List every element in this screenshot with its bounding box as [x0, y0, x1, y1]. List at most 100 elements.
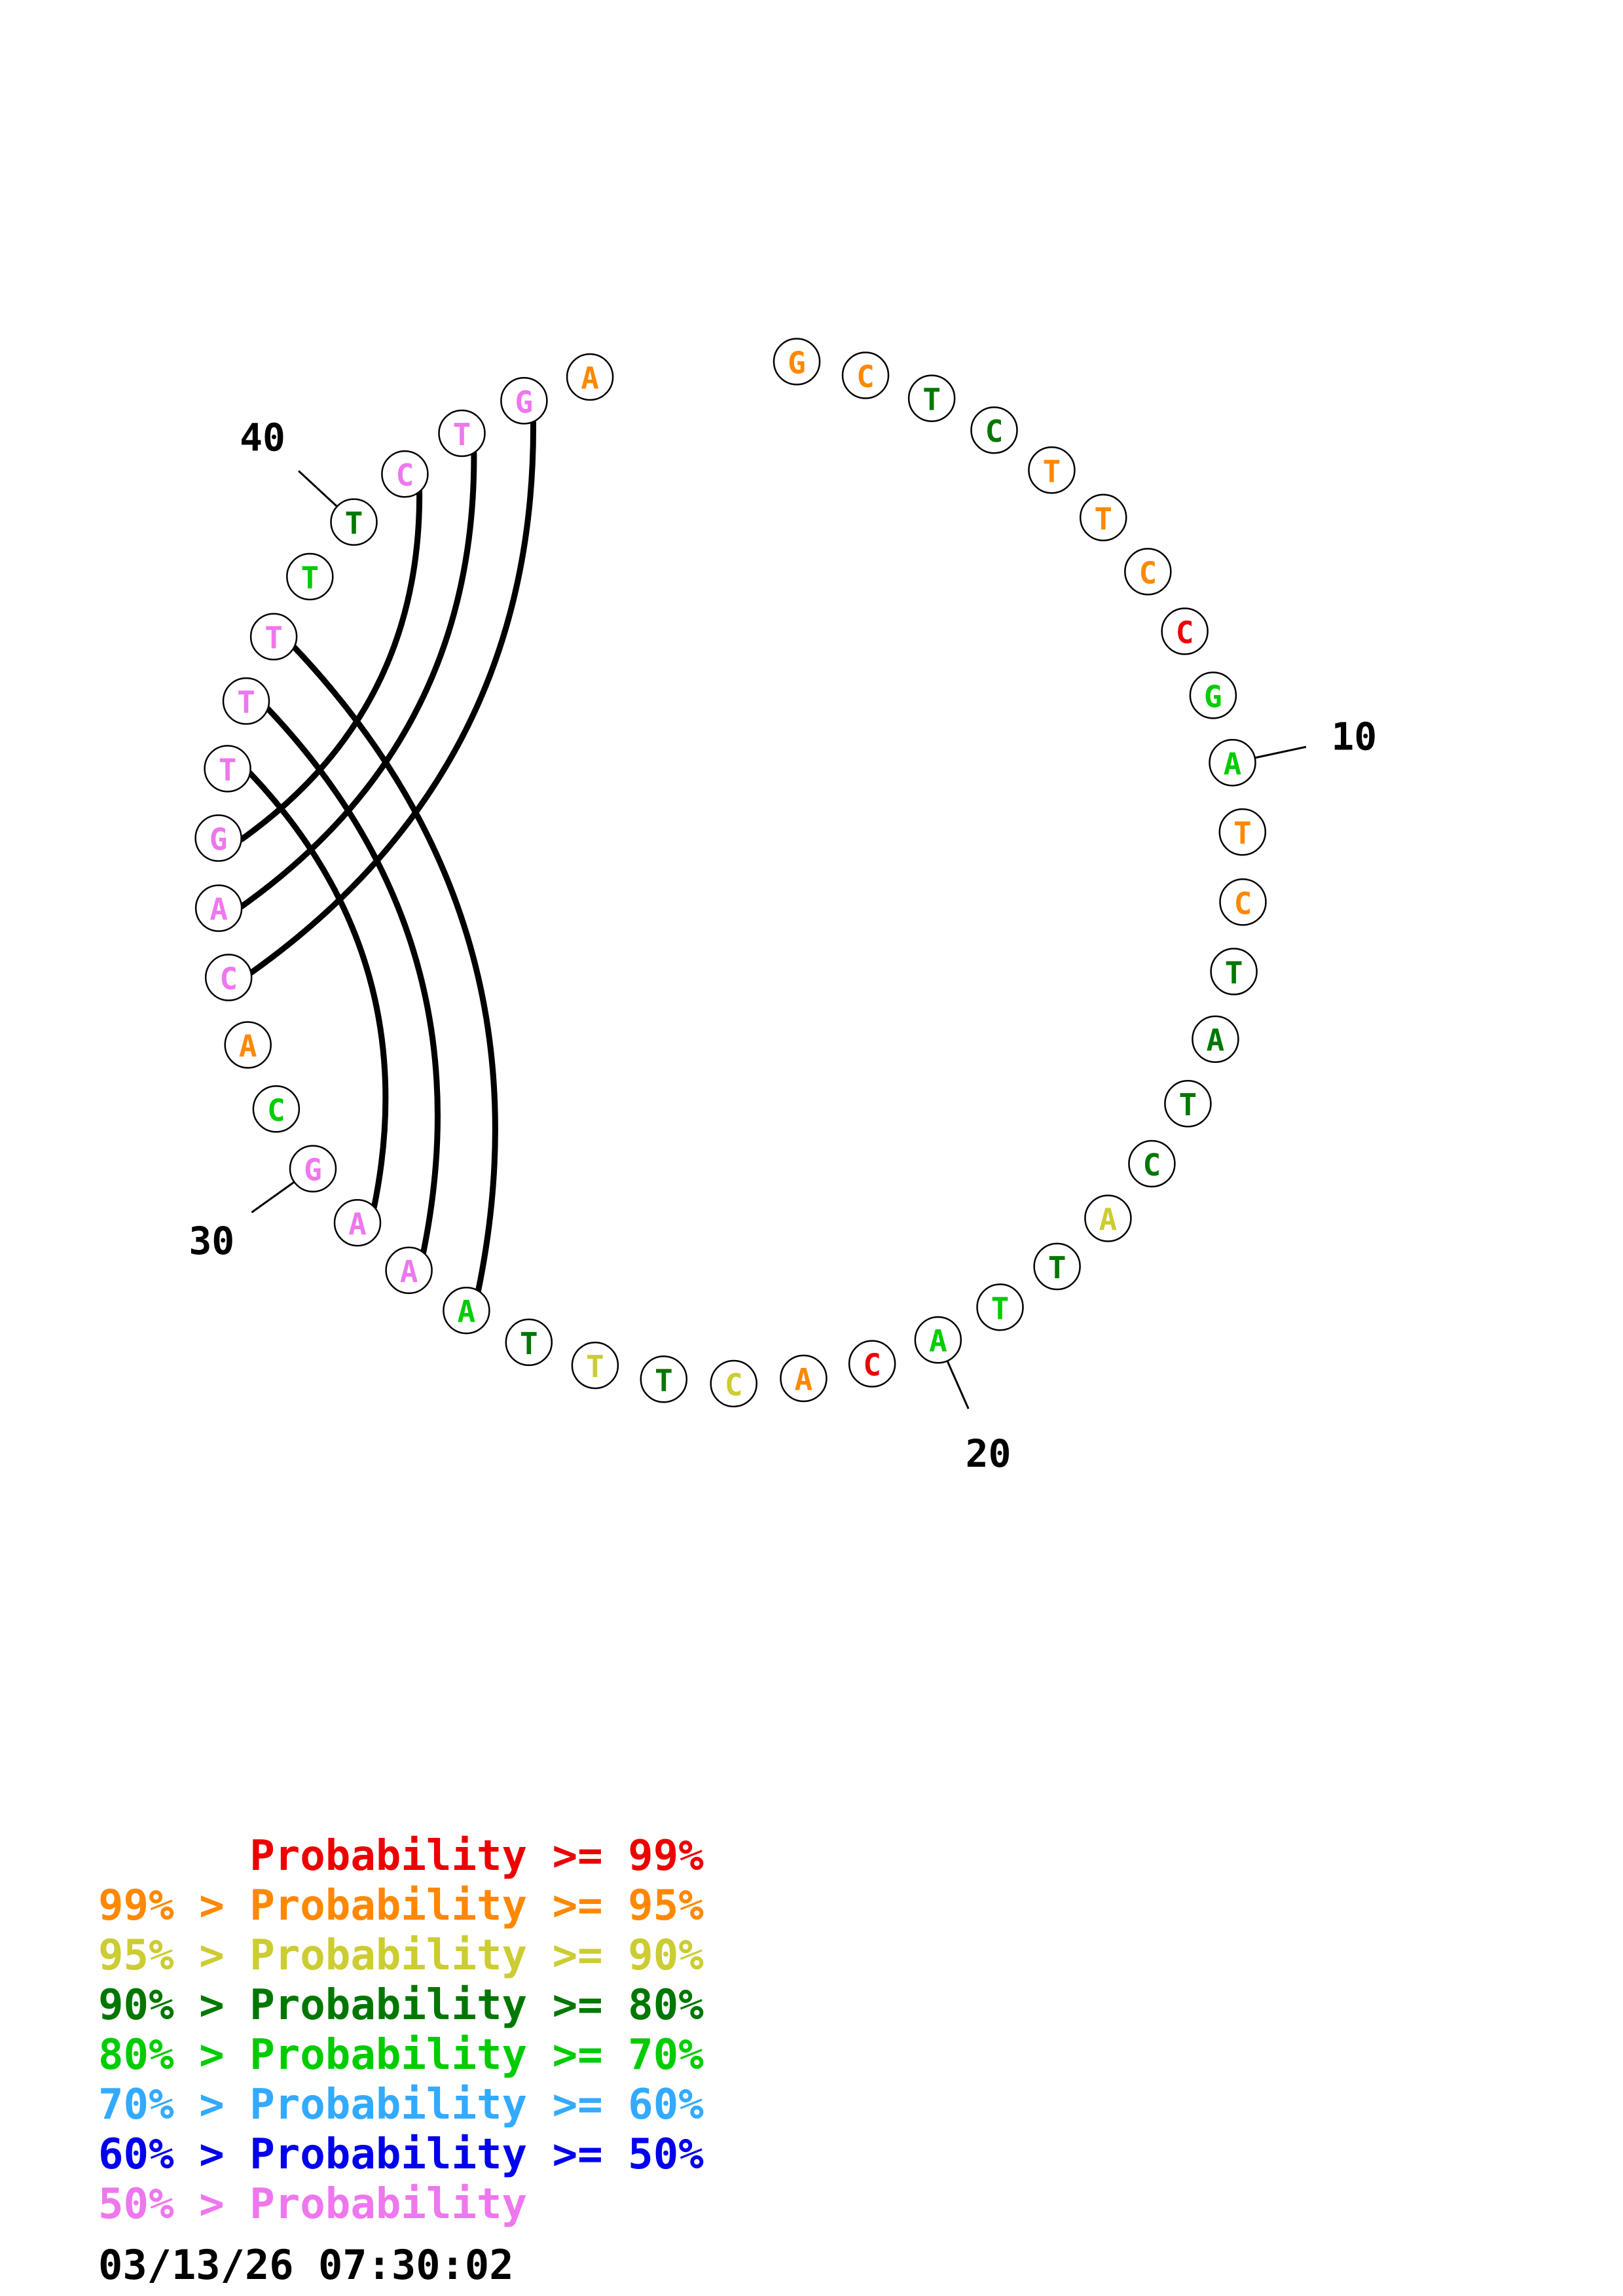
nucleotide-circle — [1124, 548, 1172, 596]
nucleotide-letter: T — [237, 685, 255, 720]
nucleotide-circle — [976, 1283, 1024, 1331]
nucleotide-letter: T — [922, 382, 941, 418]
nucleotide-circle — [710, 1359, 757, 1408]
legend-entry-60: 70% > Probability >= 60% — [98, 2081, 704, 2129]
probability-legend: Probability >= 99% 99% > Probability >= … — [98, 1831, 704, 2229]
nucleotide-letter: A — [400, 1254, 418, 1289]
nucleotide-circle — [333, 1199, 382, 1247]
nucleotide-letter: T — [264, 620, 283, 656]
nucleotide-circle — [1033, 1242, 1081, 1291]
nucleotide-circle — [566, 353, 614, 401]
legend-entry-50: 60% > Probability >= 50% — [98, 2130, 704, 2179]
base-pair-arc — [238, 488, 423, 843]
nucleotide-letter: T — [1043, 454, 1061, 489]
nucleotide-circle — [841, 351, 890, 399]
nucleotide-letter: A — [929, 1323, 947, 1359]
nucleotide-circle — [438, 409, 486, 457]
nucleotide-circle — [848, 1340, 896, 1388]
nucleotide-circle — [1079, 493, 1127, 542]
nucleotide-letter: A — [210, 892, 228, 927]
base-pair-arc — [247, 770, 389, 1210]
nucleotide-letter: A — [1099, 1202, 1118, 1238]
nucleotide-letter: C — [219, 961, 238, 997]
nucleotide-letter: C — [396, 457, 414, 493]
nucleotide-letter: A — [581, 361, 599, 396]
nucleotide-circle — [500, 377, 548, 425]
nucleotide-letter: C — [985, 414, 1004, 449]
nucleotide-circle — [640, 1355, 688, 1403]
nucleotide-letter: A — [1207, 1023, 1225, 1058]
nucleotide-circle — [780, 1354, 828, 1403]
nucleotide-letter: G — [210, 822, 228, 857]
legend-entry-95: 99% > Probability >= 95% — [98, 1882, 704, 1930]
nucleotide-letter: A — [1224, 746, 1242, 781]
nucleotide-circle — [330, 498, 378, 546]
nucleotide-circle — [443, 1286, 490, 1335]
nucleotide-circle — [204, 954, 253, 1001]
nucleotide-circle — [1161, 607, 1209, 655]
nucleotide-circle — [249, 613, 298, 660]
base-pair-arc — [238, 450, 477, 910]
nucleotide-circle — [381, 450, 429, 498]
position-label: 20 — [966, 1431, 1012, 1476]
nucleotide-circle — [907, 374, 956, 422]
nucleotide-letter: C — [1139, 555, 1157, 590]
nucleotide-letter: T — [655, 1363, 673, 1398]
nucleotide-letter: C — [725, 1367, 743, 1403]
nucleotide-letter: A — [795, 1362, 813, 1397]
nucleotide-letter: G — [1204, 679, 1222, 714]
nucleotide-circle — [204, 745, 251, 793]
nucleotide-circle — [289, 1145, 337, 1193]
nucleotide-letter: C — [856, 359, 875, 395]
nucleotide-letter: T — [301, 560, 319, 596]
nucleotide-letter: T — [586, 1349, 604, 1384]
legend-entry-80: 90% > Probability >= 80% — [98, 1981, 704, 2030]
position-tick — [946, 1360, 970, 1410]
nucleotide-letter: T — [1179, 1087, 1197, 1122]
legend-entry-70: 80% > Probability >= 70% — [98, 2031, 704, 2079]
nucleotide-circle — [1084, 1194, 1132, 1242]
base-pair-arc — [248, 418, 537, 976]
nucleotide-letter: C — [267, 1092, 285, 1128]
position-tick — [298, 470, 338, 508]
position-label: 30 — [189, 1219, 234, 1263]
nucleotide-letter: T — [453, 417, 471, 452]
nucleotide-circle — [505, 1318, 553, 1367]
nucleotide-circle — [1210, 948, 1258, 996]
nucleotide-circle — [1164, 1079, 1212, 1128]
nucleotide-letter: T — [991, 1291, 1010, 1326]
nucleotide-circle — [1219, 878, 1267, 926]
nucleotide-letter: T — [1048, 1250, 1067, 1285]
position-label: 10 — [1331, 714, 1377, 759]
position-label: 40 — [240, 416, 285, 460]
nucleotide-letter: C — [1234, 886, 1252, 921]
nucleotide-letter: G — [788, 346, 806, 381]
nucleotide-letter: A — [239, 1029, 257, 1064]
nucleotide-circle — [970, 406, 1018, 454]
position-tick — [1254, 745, 1307, 759]
nucleotide-circle — [773, 338, 821, 386]
nucleotide-circle — [1209, 739, 1256, 787]
nucleotide-letter: A — [458, 1294, 476, 1329]
nucleotide-circle — [1028, 446, 1076, 494]
nucleotide-circle — [224, 1021, 272, 1069]
nucleotide-letter: T — [1094, 501, 1112, 537]
nucleotide-circle — [194, 884, 243, 932]
nucleotide-circle — [1192, 1015, 1239, 1063]
nucleotide-circle — [571, 1341, 619, 1390]
nucleotide-letter: C — [863, 1348, 881, 1383]
nucleotide-circle — [1189, 672, 1237, 719]
legend-entry-99: Probability >= 99% — [98, 1832, 704, 1880]
nucleotide-letter: T — [1233, 816, 1252, 851]
base-pair-arc — [291, 644, 498, 1294]
nucleotide-letter: T — [219, 752, 237, 787]
nucleotide-letter: T — [1225, 955, 1243, 990]
nucleotide-circle — [1218, 808, 1267, 856]
nucleotide-circle — [222, 677, 270, 725]
timestamp: 03/13/26 07:30:02 — [98, 2241, 514, 2289]
nucleotide-circle — [194, 814, 242, 862]
nucleotide-circle — [385, 1246, 433, 1295]
nucleotide-circle — [914, 1316, 962, 1364]
